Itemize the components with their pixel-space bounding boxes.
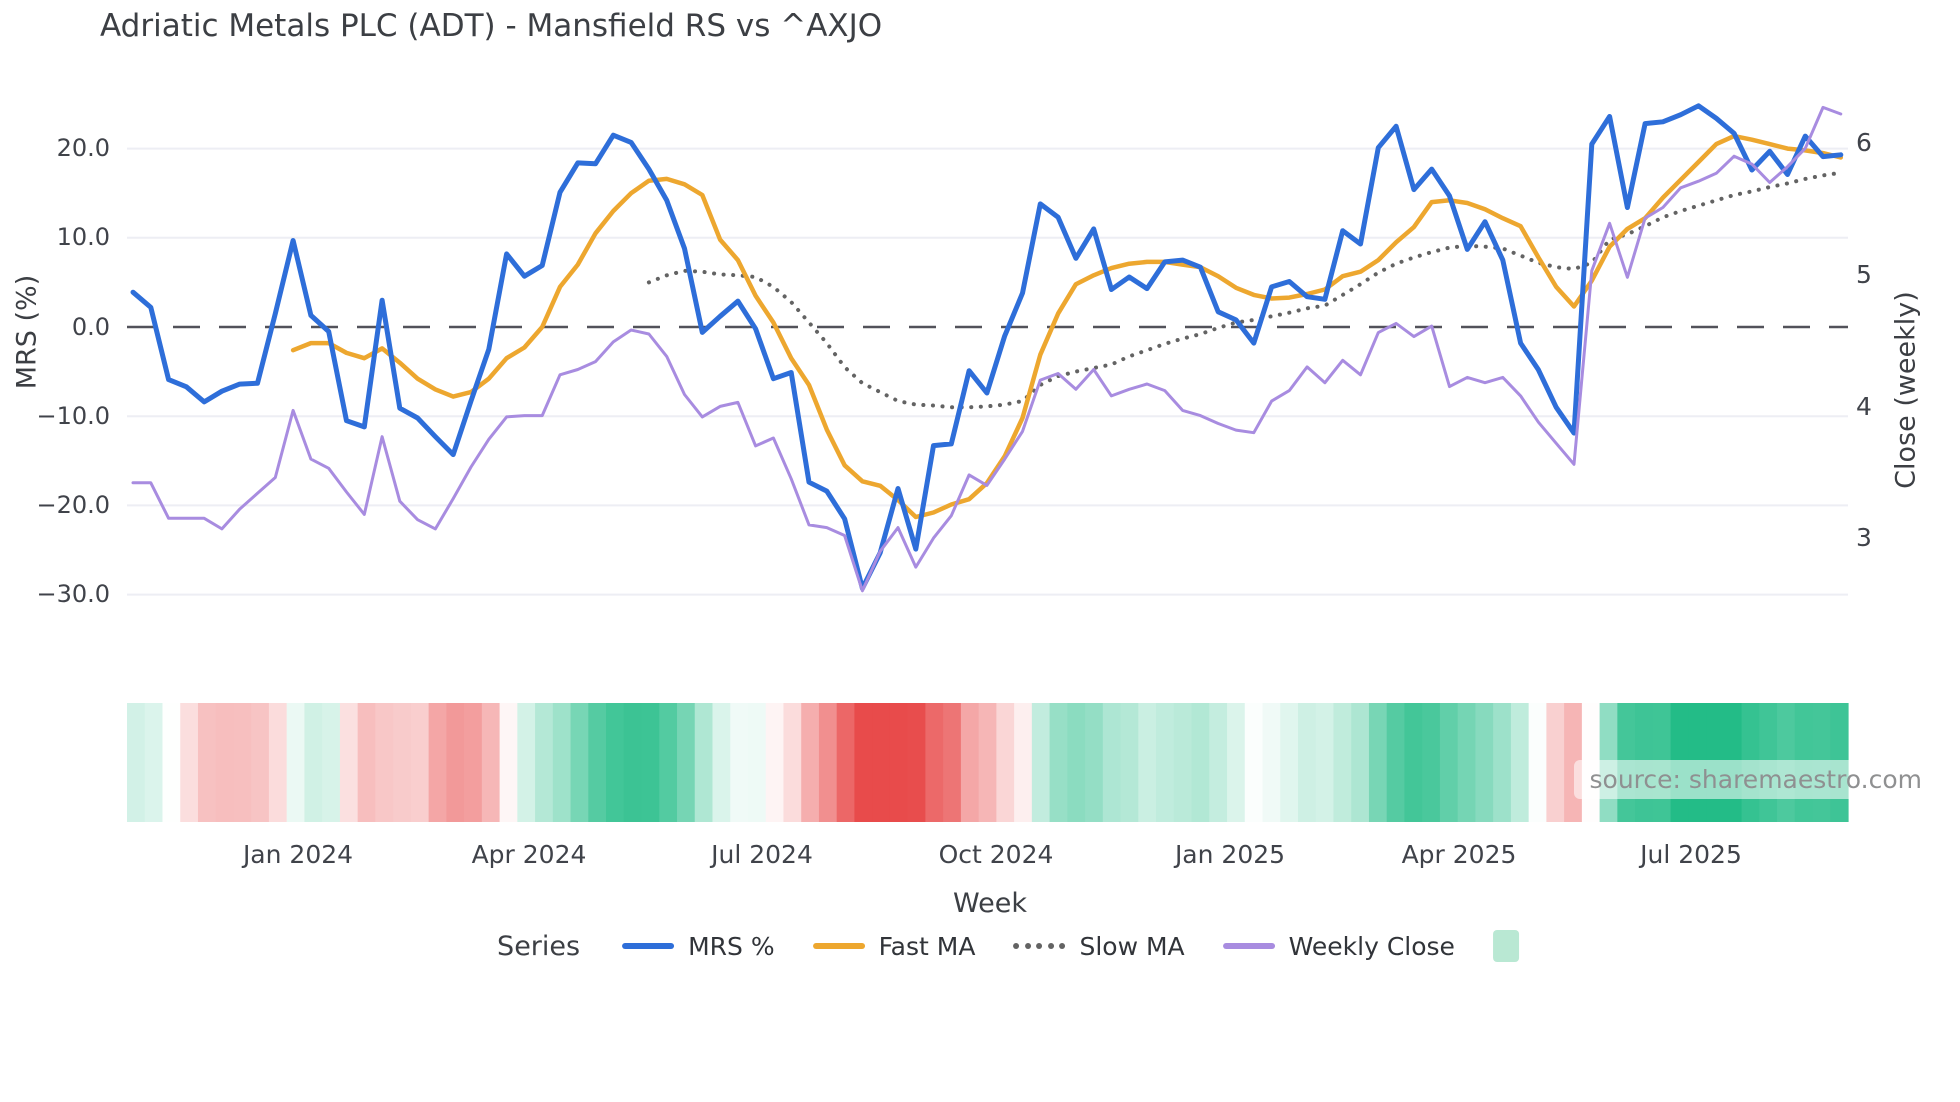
- legend-item-label: Weekly Close: [1288, 931, 1455, 961]
- legend-item-label: Slow MA: [1079, 931, 1185, 961]
- page-title: Adriatic Metals PLC (ADT) - Mansfield RS…: [100, 8, 883, 44]
- legend-item-weekly-close[interactable]: Weekly Close: [1222, 931, 1455, 961]
- x-tick: Jul 2024: [711, 840, 813, 869]
- slow-ma-dotted-swatch-icon: [1013, 943, 1066, 949]
- x-tick: Oct 2024: [938, 840, 1054, 869]
- legend-item-label: MRS %: [688, 931, 775, 961]
- legend-item-fast-ma[interactable]: Fast MA: [812, 931, 976, 961]
- x-tick: Apr 2024: [471, 840, 587, 869]
- legend-item-slow-ma[interactable]: Slow MA: [1013, 931, 1185, 961]
- y-right-tick: 4: [1856, 392, 1872, 421]
- y-left-tick: −30.0: [36, 580, 110, 608]
- y-left-tick: 20.0: [56, 134, 110, 162]
- y-left-tick: −20.0: [36, 491, 110, 519]
- x-axis-title: Week: [953, 888, 1027, 919]
- source-watermark: source: sharemaestro.com: [1573, 760, 1938, 799]
- fast-ma-line-swatch-icon: [812, 943, 865, 949]
- x-tick: Jan 2024: [242, 840, 354, 869]
- heatmap-swatch-icon: [1492, 930, 1519, 962]
- y-left-tick: −10.0: [36, 402, 110, 430]
- y-left-tick: 10.0: [56, 223, 110, 251]
- y-right-tick: 6: [1856, 128, 1872, 157]
- legend-title: Series: [497, 930, 581, 962]
- x-tick: Apr 2025: [1401, 840, 1517, 869]
- y-left-tick: 0.0: [71, 313, 110, 341]
- x-tick: Jan 2025: [1174, 840, 1286, 869]
- x-tick: Jul 2025: [1640, 840, 1742, 869]
- mrs-line-swatch-icon: [622, 943, 675, 949]
- y-right-tick: 3: [1856, 523, 1872, 552]
- legend-item-mrs[interactable]: MRS %: [622, 932, 775, 961]
- y-axis-right-title: Close (weekly): [1890, 291, 1922, 489]
- y-right-tick: 5: [1856, 260, 1872, 289]
- legend-item-label: Fast MA: [878, 931, 976, 961]
- weekly-close-line-swatch-icon: [1222, 943, 1275, 949]
- legend-item-heatmap[interactable]: [1492, 930, 1519, 962]
- chart-legend: Series MRS % Fast MA Slow MA Weekly Clos…: [497, 930, 1519, 962]
